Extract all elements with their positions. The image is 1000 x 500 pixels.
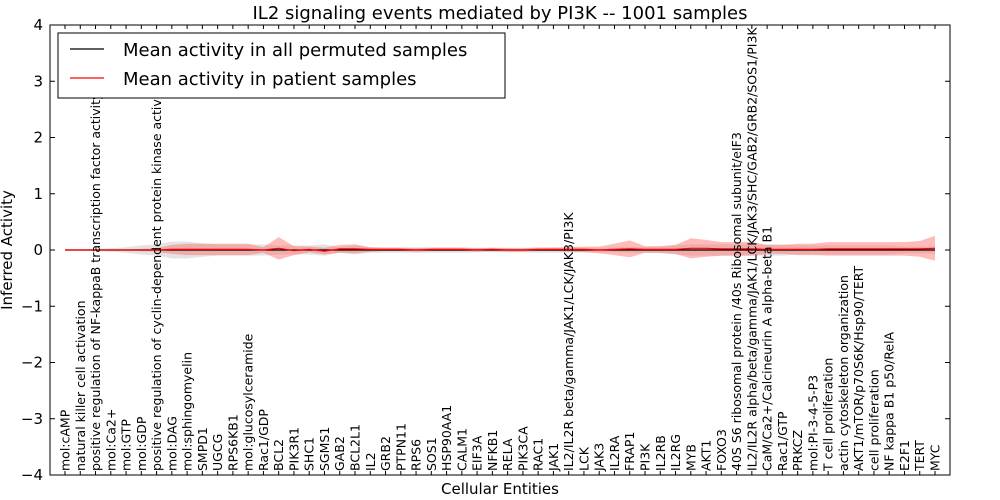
x-tick-label: mol:DAG	[164, 416, 179, 471]
series-line-1	[65, 247, 936, 252]
y-tick-label: 4	[33, 16, 43, 34]
x-tick-label: IL2/IL2R alpha/beta/gamma/JAK1/LCK/JAK3/…	[744, 27, 759, 471]
y-tick-label: 1	[33, 185, 43, 203]
x-tick-label: mol:Ca2+	[103, 409, 118, 471]
x-tick-label: GRB2	[378, 436, 393, 471]
x-tick-label: Rac1/GTP	[775, 411, 790, 471]
x-tick-label: E2F1	[897, 440, 912, 471]
x-tick-label: PIK3CA	[515, 426, 530, 471]
x-tick-label: RAC1	[531, 438, 546, 471]
x-tick-label: BCL2	[271, 439, 286, 471]
x-tick-label: NF kappa B1 p50/RelA	[882, 331, 897, 471]
x-tick-label: IL2/IL2R beta/gamma/JAK1/LCK/JAK3/PI3K	[561, 212, 576, 471]
x-tick-label: IL2RA	[607, 435, 622, 471]
y-tick-label: −1	[21, 297, 43, 315]
x-tick-label: AKT1/mTOR/p70S6K/Hsp90/TERT	[851, 265, 866, 471]
x-tick-label: 40S S6 ribosomal protein /40s Ribosomal …	[729, 132, 744, 471]
x-tick-label: mol:GTP	[119, 419, 134, 471]
y-tick-label: 0	[33, 241, 43, 259]
x-tick-label: MYC	[928, 444, 943, 471]
x-tick-label: CaM/Ca2+/Calcineurin A alpha-beta B1	[760, 226, 775, 471]
x-tick-label: SMPD1	[195, 427, 210, 471]
x-tick-label: SHC1	[302, 437, 317, 471]
x-tick-label: positive regulation of NF-kappaB transcr…	[88, 92, 103, 471]
x-tick-label: T cell proliferation	[821, 358, 836, 472]
y-tick-label: −4	[21, 466, 43, 484]
x-axis-label: Cellular Entities	[441, 480, 559, 498]
x-tick-label: positive regulation of cyclin-dependent …	[149, 83, 164, 471]
x-tick-label: RPS6KB1	[225, 414, 240, 471]
y-tick-label: 2	[33, 129, 43, 147]
x-tick-label: cell proliferation	[866, 369, 881, 471]
x-tick-label: mol:sphingomyelin	[180, 352, 195, 471]
y-tick-label: 3	[33, 72, 43, 90]
x-tick-label: FRAP1	[622, 432, 637, 471]
x-tick-label: PI3K	[638, 443, 653, 471]
x-tick-label: PRKCZ	[790, 430, 805, 471]
chart-title: IL2 signaling events mediated by PI3K --…	[252, 3, 747, 24]
x-tick-label: GAB2	[332, 436, 347, 471]
ticks-layer: −4 −3 −2 −1 0 1 2 3 4 mol:cAMP natural killer cell…	[21, 16, 950, 484]
legend-label-permuted: Mean activity in all permuted samples	[123, 40, 467, 61]
x-tick-label: BCL2L1	[348, 424, 363, 471]
x-tick-label: PTPN11	[393, 423, 408, 471]
x-tick-label: RPS6	[409, 439, 424, 471]
legend-box	[57, 32, 506, 99]
x-tick-label: IL2RG	[668, 434, 683, 471]
x-tick-label: RELA	[500, 438, 515, 471]
x-tick-label: mol:PI-3-4-5-P3	[805, 375, 820, 471]
x-tick-label: AKT1	[699, 440, 714, 471]
x-tick-label: mol:GDP	[134, 416, 149, 471]
x-tick-label: mol:cAMP	[58, 409, 73, 471]
x-tick-label: EIF3A	[470, 435, 485, 471]
legend: Mean activity in all permuted samples Me…	[57, 32, 506, 99]
x-tick-label: mol:glucosylceramide	[241, 333, 256, 471]
y-axis-label: Inferred Activity	[0, 190, 16, 310]
x-tick-label: LCK	[576, 446, 591, 471]
y-tick-label: −2	[21, 354, 43, 372]
x-tick-label: PIK3R1	[286, 427, 301, 471]
legend-label-patient: Mean activity in patient samples	[123, 69, 417, 90]
x-tick-label: IL2RB	[653, 435, 668, 471]
x-tick-label: HSP90AA1	[439, 405, 454, 471]
x-tick-label: IL2	[363, 452, 378, 471]
x-tick-label: actin cytoskeleton organization	[836, 275, 851, 471]
x-tick-label: TERT	[912, 440, 927, 472]
band-1	[65, 235, 935, 261]
x-tick-label: SOS1	[424, 437, 439, 471]
x-tick-label: JAK1	[546, 443, 561, 472]
plot-layer	[65, 235, 936, 261]
x-tick-label: MYB	[683, 444, 698, 471]
x-tick-label: SGMS1	[317, 427, 332, 471]
x-tick-label: UGCG	[210, 434, 225, 471]
x-tick-label: CALM1	[454, 428, 469, 471]
x-tick-label: Rac1/GDP	[256, 409, 271, 471]
x-tick-label: JAK3	[592, 443, 607, 472]
y-tick-label: −3	[21, 410, 43, 428]
x-tick-label: FOXO3	[714, 429, 729, 471]
x-tick-label: natural killer cell activation	[73, 300, 88, 471]
x-tick-label: NFKB1	[485, 430, 500, 471]
